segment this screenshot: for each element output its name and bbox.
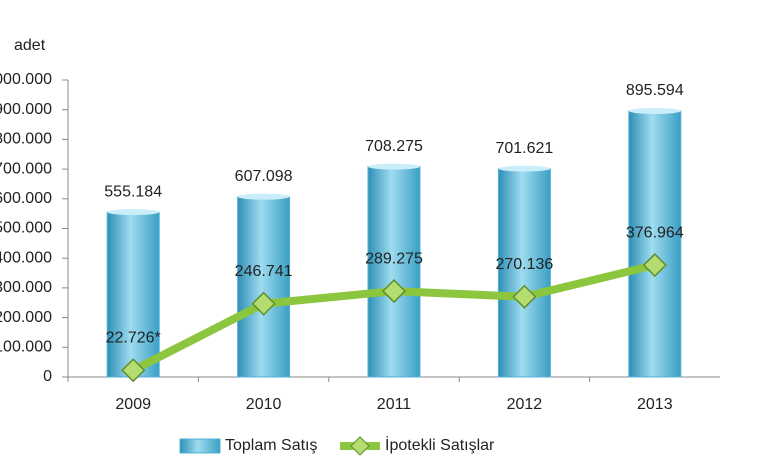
- y-tick-label: 500.000: [0, 220, 52, 237]
- bar-value-label: 701.621: [495, 140, 553, 157]
- line-value-label: 270.136: [495, 256, 553, 273]
- x-tick-label: 2010: [246, 396, 282, 413]
- bar-top: [498, 165, 551, 172]
- bar-top: [628, 108, 681, 115]
- y-tick-label: 700.000: [0, 160, 52, 177]
- line-value-label: 376.964: [626, 224, 684, 241]
- line-marker: [121, 358, 146, 383]
- line-value-label: 22.726*: [106, 329, 161, 346]
- bar-value-label: 555.184: [104, 183, 162, 200]
- bar: [628, 110, 682, 378]
- line-marker: [642, 252, 667, 278]
- bar: [367, 166, 421, 378]
- line-marker: [512, 284, 537, 309]
- bar-top: [107, 209, 160, 216]
- bar: [106, 211, 160, 378]
- y-axis-label: adet: [14, 37, 46, 54]
- y-tick-label: 300.000: [0, 279, 52, 296]
- bar-top: [368, 163, 420, 170]
- bar-value-label: 607.098: [235, 168, 293, 185]
- legend-label: Toplam Satış: [225, 437, 317, 454]
- y-tick-label: 600.000: [0, 190, 52, 207]
- y-tick-label: 900.000: [0, 101, 52, 118]
- line-marker: [251, 291, 276, 316]
- line-marker: [381, 279, 407, 304]
- x-tick-label: 2012: [507, 396, 543, 413]
- bar: [237, 196, 291, 378]
- y-tick-label: 800.000: [0, 131, 52, 148]
- legend-marker: [350, 436, 370, 456]
- bar-top: [237, 193, 290, 200]
- line-value-label: 289.275: [365, 250, 423, 267]
- y-tick-label: 1.000.000: [0, 71, 52, 88]
- x-tick-label: 2013: [637, 396, 673, 413]
- bar-value-label: 895.594: [626, 82, 684, 99]
- line-value-label: 246.741: [235, 263, 293, 280]
- bar-value-label: 708.275: [365, 138, 423, 155]
- x-tick-label: 2011: [377, 396, 412, 413]
- y-tick-label: 100.000: [0, 339, 52, 356]
- legend-swatch: [179, 438, 221, 454]
- y-tick-label: 400.000: [0, 249, 52, 266]
- x-tick-label: 2009: [115, 396, 151, 413]
- y-tick-label: 200.000: [0, 309, 52, 326]
- legend-label: İpotekli Satışlar: [385, 435, 495, 454]
- y-tick-label: 0: [43, 368, 52, 385]
